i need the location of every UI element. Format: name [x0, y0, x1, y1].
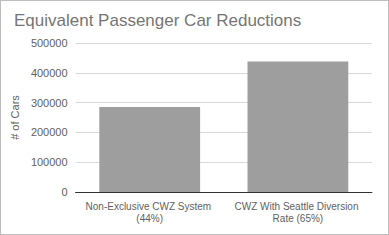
svg-text:(44%): (44%) [136, 213, 163, 224]
svg-text:Non-Exclusive CWZ System: Non-Exclusive CWZ System [86, 201, 214, 212]
svg-text:Rate (65%): Rate (65%) [273, 213, 324, 224]
svg-text:# of Cars: # of Cars [9, 95, 21, 140]
svg-text:0: 0 [61, 186, 67, 198]
svg-text:400000: 400000 [31, 67, 68, 79]
svg-text:500000: 500000 [31, 37, 68, 49]
svg-text:100000: 100000 [31, 156, 68, 168]
svg-text:200000: 200000 [31, 126, 68, 138]
svg-text:Equivalent Passenger Car Reduc: Equivalent Passenger Car Reductions [14, 11, 301, 30]
svg-text:300000: 300000 [31, 97, 68, 109]
svg-text:CWZ With Seattle Diversion: CWZ With Seattle Diversion [235, 201, 362, 212]
